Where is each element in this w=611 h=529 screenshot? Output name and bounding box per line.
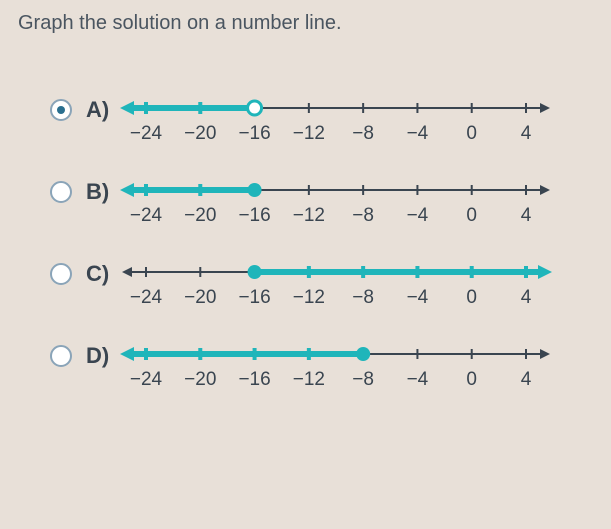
tick-label: −16 — [238, 123, 270, 145]
tick-label: −8 — [352, 123, 374, 145]
tick-label: −12 — [293, 205, 325, 227]
tick-label: −4 — [407, 369, 429, 391]
radio-option[interactable] — [50, 181, 72, 203]
tick-label: −12 — [293, 369, 325, 391]
option-row: A) −24 −20 −16 −12 −8 −4 0 4 — [50, 95, 611, 147]
tick-label: −12 — [293, 123, 325, 145]
tick-label: 4 — [521, 287, 532, 309]
number-line: −24 −20 −16 −12 −8 −4 0 4 — [116, 95, 556, 147]
option-label: D) — [86, 343, 116, 369]
tick-label: −4 — [407, 287, 429, 309]
tick-label: 4 — [521, 123, 532, 145]
tick-label: 0 — [466, 205, 477, 227]
tick-label: −8 — [352, 287, 374, 309]
tick-label: −20 — [184, 369, 216, 391]
option-label: A) — [86, 97, 116, 123]
tick-label: −8 — [352, 205, 374, 227]
tick-label: −12 — [293, 287, 325, 309]
tick-label: −24 — [130, 123, 162, 145]
radio-option[interactable] — [50, 345, 72, 367]
tick-label: −4 — [407, 205, 429, 227]
tick-label: 0 — [466, 369, 477, 391]
tick-label: 0 — [466, 287, 477, 309]
tick-label: −24 — [130, 369, 162, 391]
number-line: −24 −20 −16 −12 −8 −4 0 4 — [116, 177, 556, 229]
number-line: −24 −20 −16 −12 −8 −4 0 4 — [116, 259, 556, 311]
tick-label: −4 — [407, 123, 429, 145]
tick-label: −16 — [238, 369, 270, 391]
option-label: C) — [86, 261, 116, 287]
tick-label: −24 — [130, 287, 162, 309]
tick-label: 4 — [521, 369, 532, 391]
tick-label: −16 — [238, 287, 270, 309]
radio-option[interactable] — [50, 263, 72, 285]
option-row: C) −24 −20 −16 −12 −8 −4 0 4 — [50, 259, 611, 311]
tick-label: −24 — [130, 205, 162, 227]
number-line: −24 −20 −16 −12 −8 −4 0 4 — [116, 341, 556, 393]
option-row: D) −24 −20 −16 −12 −8 −4 0 4 — [50, 341, 611, 393]
tick-label: 4 — [521, 205, 532, 227]
option-row: B) −24 −20 −16 −12 −8 −4 0 4 — [50, 177, 611, 229]
radio-option[interactable] — [50, 99, 72, 121]
tick-label: 0 — [466, 123, 477, 145]
tick-label: −20 — [184, 287, 216, 309]
option-label: B) — [86, 179, 116, 205]
tick-label: −8 — [352, 369, 374, 391]
tick-label: −20 — [184, 205, 216, 227]
question-prompt: Graph the solution on a number line. — [0, 0, 611, 35]
tick-label: −20 — [184, 123, 216, 145]
options-container: A) −24 −20 −16 −12 −8 −4 0 4 B) −24 −20 −16 −12 −8 −4 0 4… — [0, 35, 611, 393]
tick-label: −16 — [238, 205, 270, 227]
